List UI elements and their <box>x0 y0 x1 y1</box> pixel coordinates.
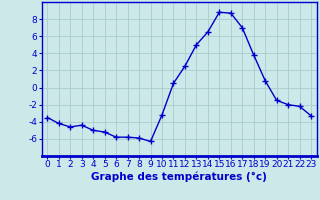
X-axis label: Graphe des températures (°c): Graphe des températures (°c) <box>91 172 267 182</box>
